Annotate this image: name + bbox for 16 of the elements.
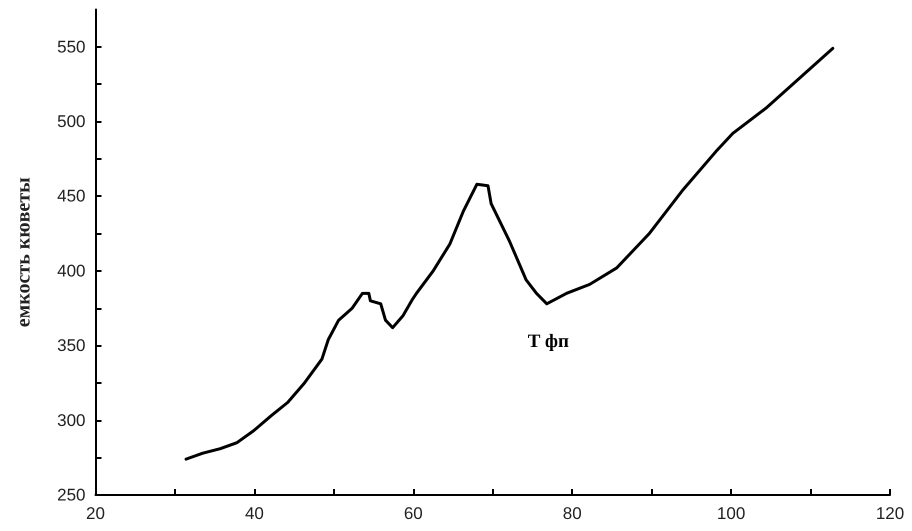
- x-tick-label: 100: [716, 504, 746, 523]
- x-tick-label: 20: [86, 504, 105, 523]
- y-tick-label: 300: [57, 410, 86, 430]
- y-tick-label: 400: [57, 261, 86, 280]
- y-axis-title: емкость кюветы: [12, 176, 34, 328]
- y-tick-label: 550: [57, 37, 86, 56]
- y-tick-label: 500: [57, 112, 86, 132]
- y-tick-label: 450: [57, 186, 86, 206]
- x-tick-label: 120: [876, 504, 904, 523]
- x-tick-label: 80: [562, 504, 582, 523]
- x-tick-label: 40: [244, 504, 264, 523]
- line-series: [184, 46, 834, 461]
- annotation: T фп: [528, 330, 569, 352]
- y-tick-label: 350: [57, 336, 86, 356]
- x-tick-label: 60: [404, 504, 423, 523]
- y-tick-label: 250: [57, 486, 86, 504]
